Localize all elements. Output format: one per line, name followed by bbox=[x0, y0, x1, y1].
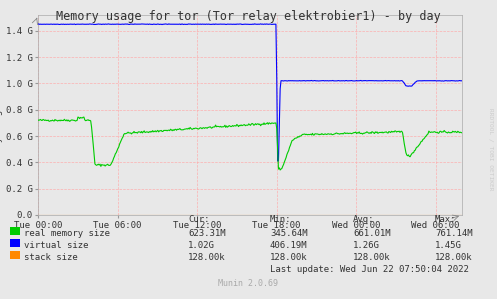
Text: 623.31M: 623.31M bbox=[188, 228, 226, 237]
Y-axis label: Memory usage for tor: Memory usage for tor bbox=[0, 61, 3, 169]
Text: 1.26G: 1.26G bbox=[353, 240, 380, 249]
Text: Munin 2.0.69: Munin 2.0.69 bbox=[219, 278, 278, 288]
Text: Avg:: Avg: bbox=[353, 215, 375, 224]
Text: Min:: Min: bbox=[270, 215, 292, 224]
Text: 128.00k: 128.00k bbox=[270, 252, 308, 262]
Text: Cur:: Cur: bbox=[188, 215, 210, 224]
Text: real memory size: real memory size bbox=[24, 228, 110, 237]
Text: 128.00k: 128.00k bbox=[435, 252, 473, 262]
Text: 128.00k: 128.00k bbox=[188, 252, 226, 262]
Text: Last update: Wed Jun 22 07:50:04 2022: Last update: Wed Jun 22 07:50:04 2022 bbox=[270, 266, 469, 274]
Text: 345.64M: 345.64M bbox=[270, 228, 308, 237]
Text: Memory usage for tor (Tor relay elektrobier1) - by day: Memory usage for tor (Tor relay elektrob… bbox=[56, 10, 441, 23]
Text: 406.19M: 406.19M bbox=[270, 240, 308, 249]
Text: virtual size: virtual size bbox=[24, 240, 88, 249]
Text: 128.00k: 128.00k bbox=[353, 252, 391, 262]
Text: RRDTOOL / TOBI OETIKER: RRDTOOL / TOBI OETIKER bbox=[489, 108, 494, 191]
Text: 1.02G: 1.02G bbox=[188, 240, 215, 249]
Text: Max:: Max: bbox=[435, 215, 457, 224]
Text: 761.14M: 761.14M bbox=[435, 228, 473, 237]
Text: 1.45G: 1.45G bbox=[435, 240, 462, 249]
Text: 661.01M: 661.01M bbox=[353, 228, 391, 237]
Text: stack size: stack size bbox=[24, 252, 78, 262]
